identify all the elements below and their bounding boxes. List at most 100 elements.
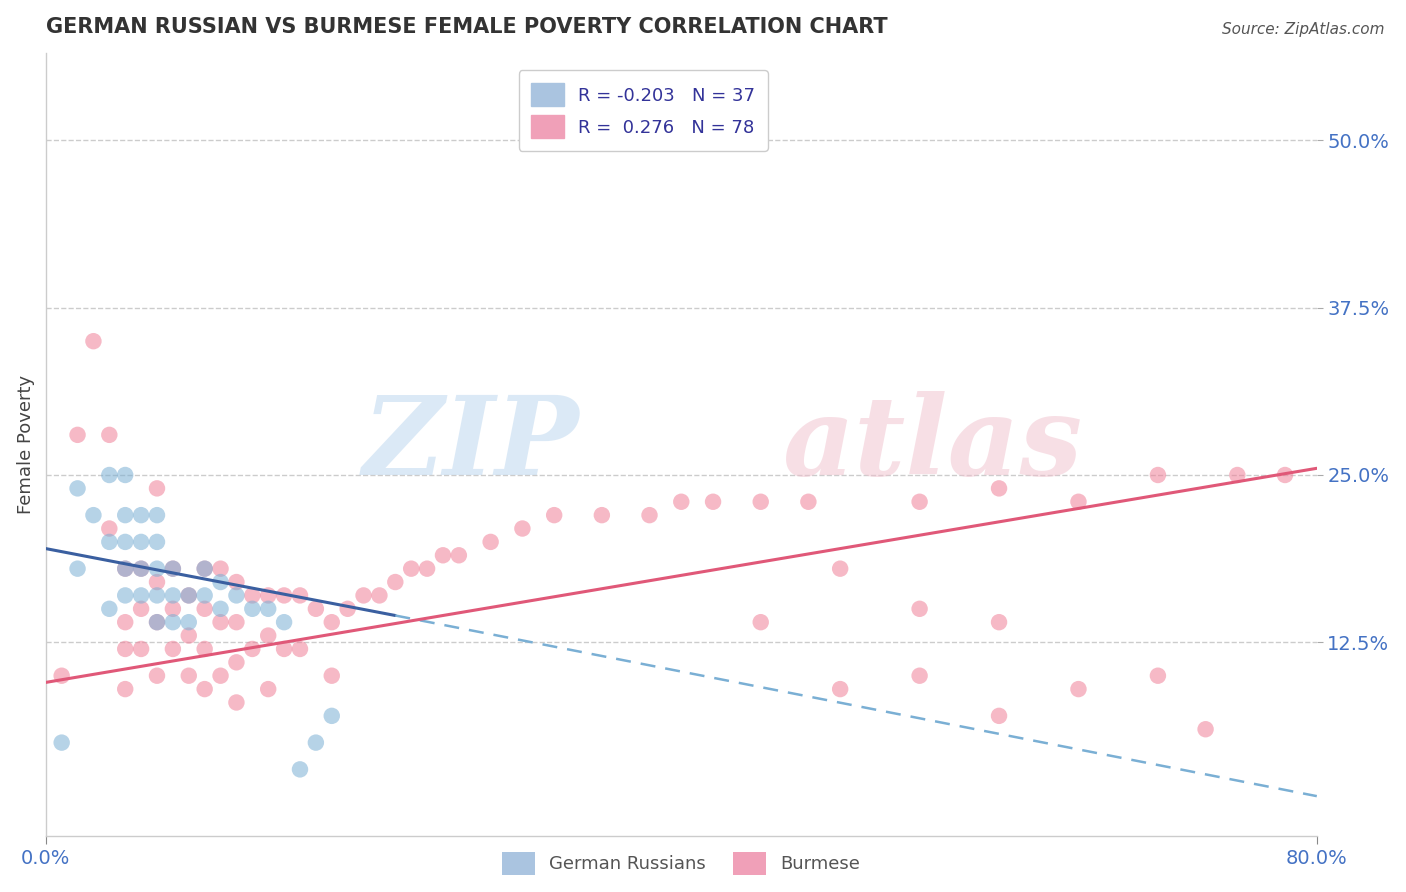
Point <box>288 763 311 777</box>
Point <box>543 508 565 523</box>
Point <box>114 562 136 576</box>
Point <box>240 642 263 657</box>
Point <box>240 602 263 616</box>
Point <box>129 562 152 576</box>
Point <box>66 562 89 576</box>
Point <box>749 615 772 630</box>
Point <box>66 482 89 496</box>
Point <box>146 508 169 523</box>
Point <box>194 642 217 657</box>
Point <box>257 682 280 697</box>
Point <box>162 589 184 603</box>
Point <box>146 615 169 630</box>
Point <box>129 589 152 603</box>
Point <box>273 615 295 630</box>
Point <box>114 468 136 483</box>
Point <box>146 669 169 683</box>
Point <box>225 656 247 670</box>
Text: ZIP: ZIP <box>363 391 579 499</box>
Point <box>1147 669 1170 683</box>
Point <box>321 709 343 723</box>
Point <box>353 589 375 603</box>
Point <box>384 575 406 590</box>
Point <box>908 602 931 616</box>
Point <box>146 615 169 630</box>
Point <box>368 589 391 603</box>
Point <box>194 562 217 576</box>
Point <box>177 589 200 603</box>
Point <box>82 334 104 348</box>
Y-axis label: Female Poverty: Female Poverty <box>17 376 35 515</box>
Point <box>114 589 136 603</box>
Point <box>305 602 328 616</box>
Point <box>257 629 280 643</box>
Point <box>988 615 1011 630</box>
Point <box>194 602 217 616</box>
Point <box>479 535 502 549</box>
Point <box>194 562 217 576</box>
Point <box>162 562 184 576</box>
Point <box>209 669 232 683</box>
Point <box>830 562 852 576</box>
Point <box>447 549 470 563</box>
Point <box>82 508 104 523</box>
Point <box>1147 468 1170 483</box>
Point <box>988 709 1011 723</box>
Point <box>749 495 772 509</box>
Point <box>129 642 152 657</box>
Point <box>321 669 343 683</box>
Point <box>146 562 169 576</box>
Point <box>98 535 121 549</box>
Point <box>321 615 343 630</box>
Point <box>1274 468 1296 483</box>
Point <box>908 495 931 509</box>
Point <box>988 482 1011 496</box>
Point <box>257 589 280 603</box>
Point <box>432 549 454 563</box>
Point <box>194 589 217 603</box>
Point <box>273 589 295 603</box>
Point <box>177 615 200 630</box>
Point <box>1067 495 1090 509</box>
Legend: German Russians, Burmese: German Russians, Burmese <box>495 845 868 882</box>
Point <box>273 642 295 657</box>
Point <box>225 615 247 630</box>
Point <box>399 562 422 576</box>
Point <box>129 562 152 576</box>
Point <box>162 642 184 657</box>
Point <box>66 428 89 442</box>
Point <box>114 535 136 549</box>
Point <box>591 508 613 523</box>
Point <box>702 495 724 509</box>
Point <box>512 522 534 536</box>
Point <box>146 575 169 590</box>
Point <box>908 669 931 683</box>
Point <box>288 642 311 657</box>
Point <box>225 696 247 710</box>
Point <box>162 562 184 576</box>
Point <box>830 682 852 697</box>
Point <box>162 602 184 616</box>
Point <box>1067 682 1090 697</box>
Text: GERMAN RUSSIAN VS BURMESE FEMALE POVERTY CORRELATION CHART: GERMAN RUSSIAN VS BURMESE FEMALE POVERTY… <box>46 17 887 37</box>
Point <box>240 589 263 603</box>
Point <box>194 682 217 697</box>
Text: Source: ZipAtlas.com: Source: ZipAtlas.com <box>1222 22 1385 37</box>
Point <box>146 589 169 603</box>
Point <box>114 562 136 576</box>
Point <box>257 602 280 616</box>
Point <box>129 508 152 523</box>
Point <box>336 602 359 616</box>
Point <box>98 428 121 442</box>
Point <box>177 669 200 683</box>
Point <box>1226 468 1249 483</box>
Point <box>209 562 232 576</box>
Point <box>114 642 136 657</box>
Point <box>51 736 73 750</box>
Point <box>671 495 693 509</box>
Point <box>98 468 121 483</box>
Point <box>288 589 311 603</box>
Point <box>98 602 121 616</box>
Point <box>638 508 661 523</box>
Point <box>98 522 121 536</box>
